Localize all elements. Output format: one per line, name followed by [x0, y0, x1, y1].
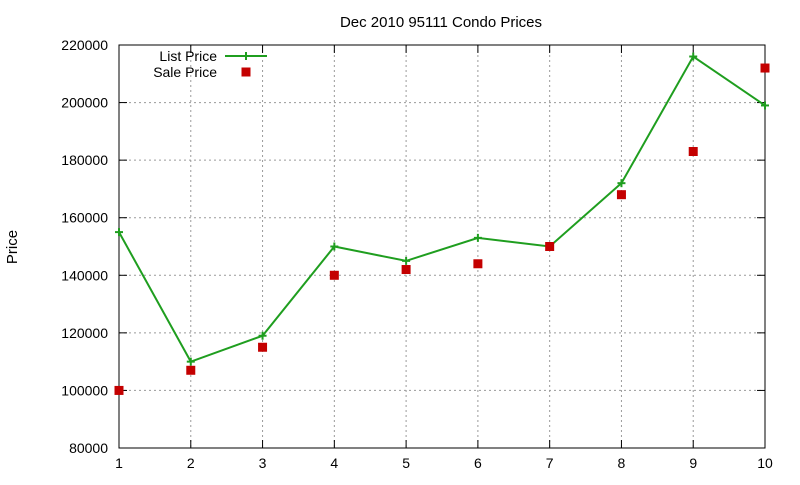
legend-marker-0 [242, 52, 250, 60]
series-1-point-2 [258, 342, 268, 352]
x-tick-label-8: 9 [689, 455, 697, 471]
series-1-point-7 [616, 190, 626, 200]
x-tick-label-0: 1 [115, 455, 123, 471]
series-0-point-3 [330, 242, 339, 251]
grid-lines [118, 44, 766, 449]
x-tick-label-5: 6 [474, 455, 482, 471]
series-1-point-4 [401, 265, 411, 275]
series-0-point-9 [761, 101, 769, 110]
x-tick-label-4: 5 [402, 455, 410, 471]
x-tick-label-3: 4 [330, 455, 338, 471]
series-0 [115, 52, 769, 366]
axes [118, 44, 766, 449]
series-0-line [118, 55, 766, 363]
series-0-point-8 [689, 52, 698, 61]
y-tick-label-6: 200000 [61, 95, 108, 111]
legend-label-1: Sale Price [153, 64, 217, 80]
series-1-point-3 [329, 270, 339, 280]
series-0-point-0 [115, 228, 123, 237]
series-0-point-4 [402, 256, 411, 265]
y-tick-label-3: 140000 [61, 267, 108, 283]
y-tick-label-5: 180000 [61, 152, 108, 168]
series-1 [114, 63, 770, 395]
y-tick-label-4: 160000 [61, 210, 108, 226]
chart-title: Dec 2010 95111 Condo Prices [340, 14, 542, 31]
x-tick-label-1: 2 [187, 455, 195, 471]
series-0-point-1 [186, 357, 195, 366]
y-tick-label-7: 220000 [61, 37, 108, 53]
series-1-point-6 [545, 242, 555, 251]
x-tick-label-9: 10 [757, 455, 773, 471]
y-tick-label-2: 120000 [61, 325, 108, 341]
series-1-point-1 [186, 365, 196, 375]
series-0-point-7 [617, 179, 626, 188]
y-tick-label-1: 100000 [61, 382, 108, 398]
tick-labels: 1 2 3 4 5 6 7 8 9 10 80000 100000 120000 140000 160000… [61, 37, 773, 471]
series-0-point-2 [258, 331, 267, 340]
series-1-point-9 [760, 63, 770, 73]
plot-frame [118, 44, 766, 449]
data-series [114, 52, 770, 395]
y-axis-label: Price [4, 230, 21, 264]
series-1-point-8 [688, 147, 698, 157]
y-tick-label-0: 80000 [69, 440, 108, 456]
x-tick-label-7: 8 [618, 455, 626, 471]
legend-label-0: List Price [159, 48, 217, 64]
legend-item-1: Sale Price [153, 64, 251, 80]
series-1-point-5 [473, 259, 483, 269]
legend-marker-1 [241, 67, 251, 77]
x-tick-label-6: 7 [546, 455, 554, 471]
legend-item-0: List Price [159, 48, 267, 64]
series-0-point-5 [473, 233, 482, 242]
x-tick-label-2: 3 [259, 455, 267, 471]
series-1-point-0 [114, 385, 124, 395]
